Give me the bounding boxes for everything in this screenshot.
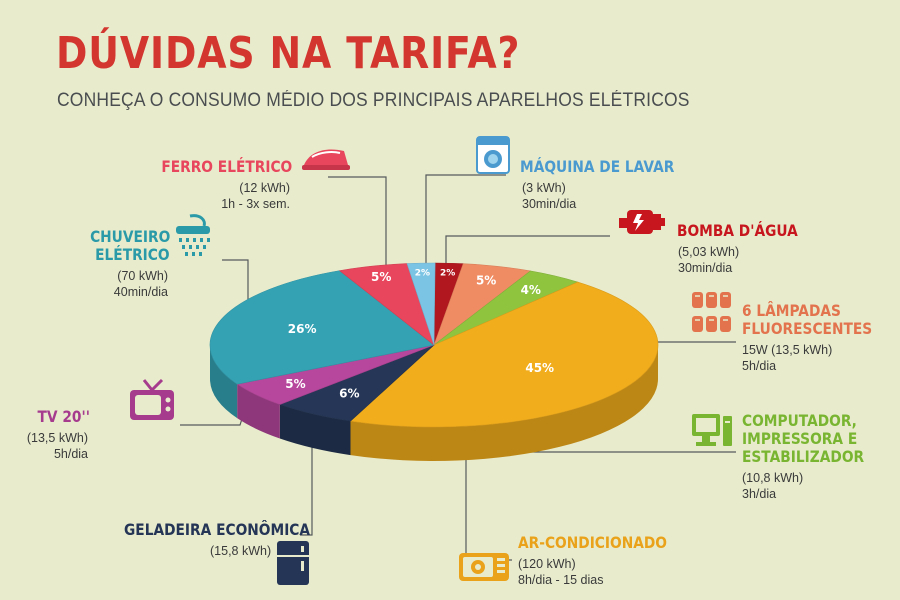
- leader-line-maquina: [425, 174, 506, 300]
- label-bomba-kwh: (5,03 kWh): [678, 245, 740, 259]
- air-conditioner-icon: [459, 553, 509, 581]
- label-geladeira-name: GELADEIRA ECONÔMICA: [124, 520, 311, 539]
- label-maquina-usage: 30min/dia: [522, 197, 577, 211]
- washing-machine-icon: [476, 136, 510, 174]
- label-computador-kwh: (10,8 kWh): [742, 471, 804, 485]
- tv-icon: [130, 378, 174, 420]
- pie-side-geladeira: [279, 404, 351, 456]
- label-tv-usage: 5h/dia: [53, 447, 88, 461]
- label-lampadas-kwh: 15W (13,5 kWh): [742, 343, 833, 357]
- label-computador-name-3: ESTABILIZADOR: [742, 447, 865, 466]
- label-lampadas-name-1: 6 LÂMPADAS: [742, 301, 841, 320]
- pie-side-ar: [350, 345, 658, 461]
- water-pump-icon: [619, 210, 665, 234]
- label-lampadas-usage: 5h/dia: [742, 359, 777, 373]
- label-geladeira-kwh: (15,8 kWh): [210, 544, 272, 558]
- pie-slice-maquina: [406, 262, 436, 346]
- pie-label-geladeira: 6%: [339, 386, 359, 400]
- pie-label-lampadas: 5%: [476, 274, 496, 288]
- label-ar-usage: 8h/dia - 15 dias: [518, 573, 604, 587]
- leader-line-geladeira: [300, 415, 313, 536]
- percent-labels: 2% 5% 4% 45% 6% 5% 26% 5% 2%: [285, 268, 554, 400]
- shower-icon: [176, 214, 210, 256]
- label-bomba-name: BOMBA D'ÁGUA: [677, 221, 798, 240]
- pie-label-ferro: 5%: [371, 270, 391, 284]
- label-bomba-usage: 30min/dia: [678, 261, 733, 275]
- pie-side-tv: [237, 384, 280, 439]
- label-tv-kwh: (13,5 kWh): [26, 431, 88, 445]
- label-computador-usage: 3h/dia: [742, 487, 777, 501]
- pie-label-tv: 5%: [285, 377, 305, 391]
- label-computador-name-1: COMPUTADOR,: [742, 411, 857, 430]
- label-maquina-name: MÁQUINA DE LAVAR: [520, 157, 675, 176]
- label-ferro-usage: 1h - 3x sem.: [221, 197, 290, 211]
- label-ferro-kwh: (12 kWh): [239, 181, 290, 195]
- iron-icon: [302, 149, 350, 170]
- label-maquina-kwh: (3 kWh): [522, 181, 566, 195]
- pie-label-computador: 4%: [521, 283, 541, 297]
- label-ferro-name: FERRO ELÉTRICO: [161, 157, 292, 176]
- computer-icon: [692, 414, 732, 446]
- label-tv-name: TV 20'': [37, 407, 90, 426]
- refrigerator-icon: [277, 541, 309, 585]
- pie-label-ar: 45%: [525, 361, 554, 375]
- pie-label-bomba: 2%: [440, 268, 455, 278]
- pie-slice-ar: [349, 281, 659, 428]
- pie-label-maquina: 2%: [415, 268, 430, 278]
- pie-body: [209, 262, 659, 461]
- lamp-icon: [692, 292, 731, 332]
- pie-label-chuveiro: 26%: [288, 322, 317, 336]
- label-ar-name: AR-CONDICIONADO: [518, 533, 668, 552]
- pie-side-chuveiro: [210, 345, 238, 419]
- label-computador-name-2: IMPRESSORA E: [742, 429, 858, 448]
- page-subtitle: CONHEÇA O CONSUMO MÉDIO DOS PRINCIPAIS A…: [57, 90, 690, 111]
- label-chuveiro-usage: 40min/dia: [113, 285, 168, 299]
- label-ar-kwh: (120 kWh): [518, 557, 576, 571]
- label-chuveiro-name-2: ELÉTRICO: [95, 245, 170, 264]
- page-title: DÚVIDAS NA TARIFA?: [56, 28, 521, 79]
- pie-slice-chuveiro: [209, 270, 435, 385]
- label-lampadas-name-2: FLUORESCENTES: [742, 319, 873, 338]
- label-chuveiro-kwh: (70 kWh): [117, 269, 168, 283]
- label-chuveiro-name-1: CHUVEIRO: [89, 227, 170, 246]
